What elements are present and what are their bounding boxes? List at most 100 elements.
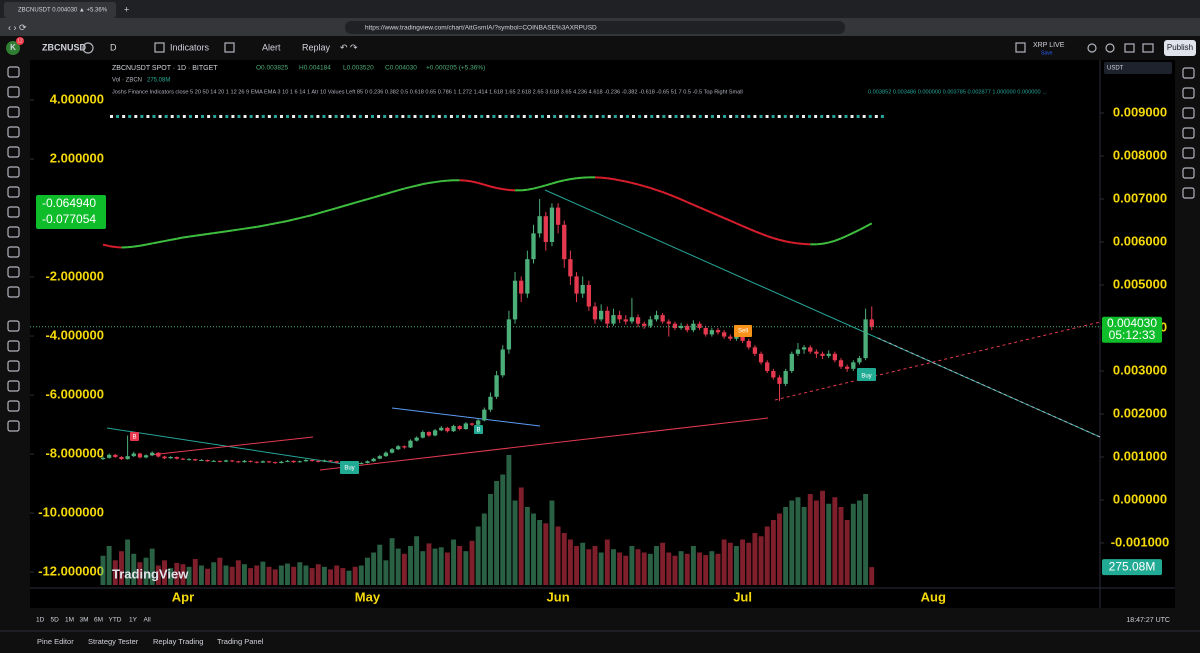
high-value: H0.004184 xyxy=(299,65,331,72)
candle-body xyxy=(205,459,210,462)
currency-select[interactable] xyxy=(1104,62,1172,74)
trend-extension xyxy=(877,337,1101,438)
wave-line xyxy=(601,176,608,180)
volume-bar xyxy=(604,539,610,585)
range-button[interactable]: 6M xyxy=(94,617,103,624)
search-icon[interactable] xyxy=(1087,43,1097,53)
sidebar-button[interactable] xyxy=(1182,147,1195,159)
tool-button[interactable] xyxy=(7,246,20,258)
undo[interactable]: ↶ ↷ xyxy=(340,42,358,52)
candle-body xyxy=(242,460,247,463)
signal-dot xyxy=(795,115,799,118)
layout-icon[interactable] xyxy=(1015,42,1026,53)
wave-line xyxy=(521,188,528,192)
layout-name[interactable]: XRP LIVE xyxy=(1033,42,1065,49)
signal-dot xyxy=(777,115,781,118)
tool-button[interactable] xyxy=(7,320,20,332)
sidebar-button[interactable] xyxy=(1182,67,1195,79)
new-tab[interactable]: + xyxy=(124,4,129,14)
range-button[interactable]: 5D xyxy=(51,617,60,624)
wave-line xyxy=(576,176,583,180)
signal-dot xyxy=(534,115,538,118)
range-button[interactable]: YTD xyxy=(109,617,122,624)
wave-line xyxy=(225,229,233,233)
tool-button[interactable] xyxy=(7,126,20,138)
sidebar-button[interactable] xyxy=(1182,187,1195,199)
panel-tab[interactable]: Strategy Tester xyxy=(88,637,139,646)
url-box[interactable] xyxy=(345,21,845,34)
tool-button[interactable] xyxy=(7,186,20,198)
badge xyxy=(16,37,24,45)
signal-dot xyxy=(607,115,611,118)
wave-line xyxy=(354,199,362,204)
volume-bar xyxy=(869,567,875,585)
volume-bar xyxy=(740,539,746,585)
sidebar-button[interactable] xyxy=(1182,87,1195,99)
sidebar-button[interactable] xyxy=(1182,107,1195,119)
browser-tab[interactable] xyxy=(4,2,116,18)
tool-button[interactable] xyxy=(7,166,20,178)
add-symbol[interactable] xyxy=(82,42,94,54)
tool-button[interactable] xyxy=(7,206,20,218)
interval[interactable]: D xyxy=(110,42,117,52)
candle-body xyxy=(174,456,179,459)
avatar[interactable] xyxy=(6,41,20,55)
candle-body xyxy=(125,456,130,460)
replay-button[interactable]: Replay xyxy=(302,42,331,52)
settings-icon[interactable] xyxy=(1105,43,1115,53)
tool-button[interactable] xyxy=(7,86,20,98)
symbol[interactable]: ZBCNUSD xyxy=(42,42,86,52)
back-button[interactable]: ‹ › ⟳ xyxy=(8,22,27,32)
alert-button[interactable]: Alert xyxy=(262,42,281,52)
sidebar-button[interactable] xyxy=(1182,167,1195,179)
indicators-button[interactable]: Indicators xyxy=(170,42,210,52)
volume-bar xyxy=(512,500,518,585)
wave-line xyxy=(317,210,325,215)
tool-button[interactable] xyxy=(7,286,20,298)
templates-icon[interactable] xyxy=(224,42,235,53)
signal-dot xyxy=(255,115,259,118)
wave-line xyxy=(330,207,337,211)
candle-body xyxy=(537,216,542,234)
tool-button[interactable] xyxy=(7,66,20,78)
range-button[interactable]: 1D xyxy=(36,617,45,624)
signal-dot xyxy=(862,115,866,118)
tool-button[interactable] xyxy=(7,400,20,412)
tool-button[interactable] xyxy=(7,380,20,392)
signal-dot xyxy=(152,115,156,118)
wave-line xyxy=(391,189,399,194)
tool-button[interactable] xyxy=(7,340,20,352)
volume-bar xyxy=(561,533,567,585)
tool-button[interactable] xyxy=(7,226,20,238)
tool-button[interactable] xyxy=(7,106,20,118)
signal-dot xyxy=(832,115,836,118)
volume-bar xyxy=(291,566,297,585)
fullscreen-icon[interactable] xyxy=(1124,43,1135,53)
range-button[interactable]: 1M xyxy=(65,617,74,624)
panel-tab[interactable]: Replay Trading xyxy=(153,637,203,646)
signal-dot xyxy=(249,115,253,118)
snapshot-icon[interactable] xyxy=(1142,43,1154,53)
signal-dot xyxy=(632,115,636,118)
range-button[interactable]: 3M xyxy=(80,617,89,624)
volume-bar xyxy=(168,568,174,585)
tool-button[interactable] xyxy=(7,266,20,278)
publish-button[interactable] xyxy=(1164,40,1196,56)
wave-line xyxy=(139,243,147,247)
panel-tab[interactable]: Trading Panel xyxy=(217,637,264,646)
volume-bar xyxy=(598,552,604,585)
tool-button[interactable] xyxy=(7,360,20,372)
volume-bar xyxy=(801,507,807,585)
volume-bar xyxy=(678,551,684,585)
tool-button[interactable] xyxy=(7,420,20,432)
candle-body xyxy=(851,362,856,369)
sidebar-button[interactable] xyxy=(1182,127,1195,139)
range-button[interactable]: All xyxy=(144,617,152,624)
volume-bar xyxy=(832,497,838,585)
volume-bar xyxy=(112,560,118,585)
tool-button[interactable] xyxy=(7,146,20,158)
range-button[interactable]: 1Y xyxy=(129,617,138,624)
panel-tab[interactable]: Pine Editor xyxy=(37,637,74,646)
signal-dot xyxy=(286,115,290,118)
volume-bar xyxy=(709,551,715,585)
